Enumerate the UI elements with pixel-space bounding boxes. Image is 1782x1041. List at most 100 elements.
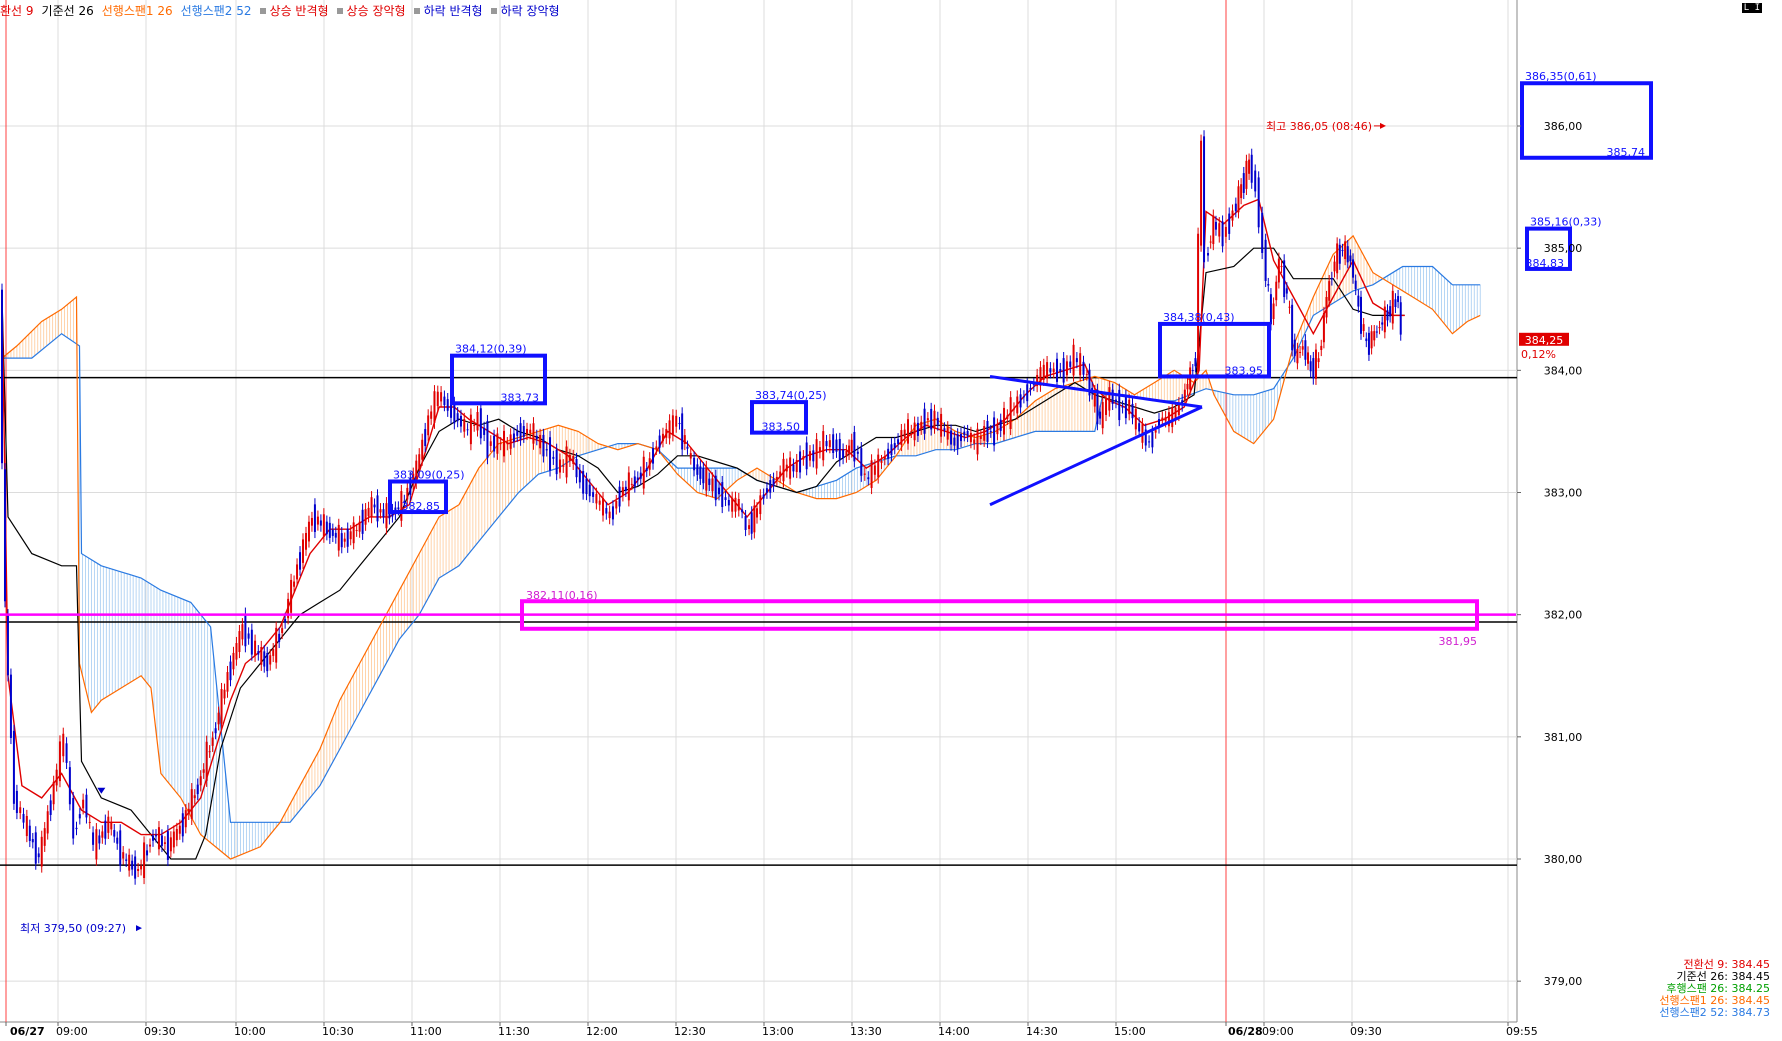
current-price-label: 384,25: [1525, 334, 1564, 347]
candle-body: [459, 415, 462, 427]
candle-body: [867, 477, 870, 480]
candle-body: [943, 428, 946, 431]
candle-body: [313, 504, 316, 532]
candle-body: [55, 769, 58, 786]
candle-body: [648, 458, 651, 470]
candle-body: [110, 822, 113, 830]
candle-body: [535, 435, 538, 440]
candle-body: [1301, 346, 1304, 350]
candle-body: [1042, 364, 1045, 380]
candle-body: [334, 532, 337, 538]
wedge-top-line: [989, 374, 1203, 409]
candle-body: [217, 712, 220, 725]
candle-body: [969, 432, 972, 443]
candle-body: [1003, 407, 1006, 435]
candle-body: [196, 784, 199, 795]
candle-body: [247, 633, 250, 639]
candle-body: [1174, 407, 1177, 419]
candle-body: [443, 396, 446, 406]
candle-body: [450, 400, 453, 418]
candle-body: [769, 480, 772, 493]
candle-body: [367, 507, 370, 517]
candle-body: [418, 454, 421, 470]
candle-body: [68, 767, 71, 805]
candle-body: [721, 482, 724, 507]
candle-body: [1264, 239, 1267, 281]
candle-body: [624, 486, 627, 491]
indicator-lines: [1, 198, 1481, 860]
candle-body: [352, 522, 355, 544]
candle-body: [565, 446, 568, 478]
candle-body: [1093, 391, 1096, 407]
candle-body: [143, 842, 146, 879]
candle-body: [131, 860, 134, 870]
candle-body: [388, 513, 391, 519]
candle-body: [1006, 415, 1009, 419]
candle-body: [549, 437, 552, 471]
legend-square-icon: [336, 8, 343, 14]
candle-body: [639, 472, 642, 479]
candle-body: [529, 429, 532, 434]
candle-body: [1320, 345, 1323, 350]
summary-line: 선행스팬1 26: 384.45: [1659, 994, 1770, 1007]
summary-line: 선행스팬2 52: 384.73: [1659, 1006, 1770, 1019]
candle-body: [1341, 249, 1344, 251]
candle-body: [1049, 368, 1052, 373]
x-tick-label: 12:00: [586, 1025, 618, 1038]
candle-body: [1218, 223, 1221, 237]
candle-body: [284, 618, 287, 623]
candle-body: [973, 439, 976, 444]
candle-body: [1288, 306, 1291, 308]
candle-body: [75, 827, 78, 830]
candle-body: [1269, 294, 1272, 325]
candle-body: [748, 525, 751, 530]
candle-body: [28, 825, 31, 841]
candle-body: [910, 430, 913, 432]
candle-body: [364, 509, 367, 525]
candle-body: [58, 741, 61, 782]
candle-body: [1056, 358, 1059, 382]
candle-body: [756, 508, 758, 518]
candle-body: [1085, 374, 1088, 376]
candle-body: [936, 417, 939, 425]
candle-body: [412, 473, 415, 485]
candle-body: [671, 415, 674, 436]
candle-body: [446, 399, 449, 411]
x-tick-label: 09:00: [1262, 1025, 1294, 1038]
pattern-box: [1158, 321, 1271, 379]
candle-body: [1242, 173, 1245, 193]
candle-body: [979, 436, 982, 439]
candle-body: [996, 424, 999, 435]
candle-body: [1307, 352, 1310, 364]
candle-body: [263, 651, 266, 667]
candle-body: [731, 497, 734, 512]
candle-body: [552, 456, 555, 459]
candle-body: [1317, 358, 1320, 363]
candle-body: [1164, 417, 1167, 422]
candle-body: [178, 825, 181, 834]
candle-body: [379, 509, 382, 513]
candle-body: [661, 433, 664, 442]
candle-body: [1099, 411, 1102, 419]
candle-body: [1167, 412, 1170, 427]
summary-line: 기준선 26: 384.45: [1676, 970, 1770, 983]
candle-body: [1, 289, 3, 464]
current-price-badge: [1519, 332, 1569, 346]
candle-body: [1075, 358, 1078, 363]
candle-body: [1245, 160, 1248, 189]
candle-body: [1240, 184, 1243, 199]
candle-body: [1134, 409, 1137, 430]
pattern-box-label: 386,35(0,61): [1525, 70, 1597, 83]
candle-body: [104, 820, 107, 839]
candle-body: [642, 456, 645, 489]
candle-body: [260, 646, 263, 665]
candle-body: [349, 531, 352, 540]
candle-body: [718, 487, 721, 495]
candle-body: [883, 456, 886, 460]
candle-body: [1012, 408, 1015, 410]
candle-body: [966, 431, 969, 436]
candle-body: [1026, 384, 1029, 402]
legend-square-icon: [259, 8, 266, 14]
candle-body: [1019, 394, 1022, 408]
x-tick-label: 09:55: [1506, 1025, 1538, 1038]
